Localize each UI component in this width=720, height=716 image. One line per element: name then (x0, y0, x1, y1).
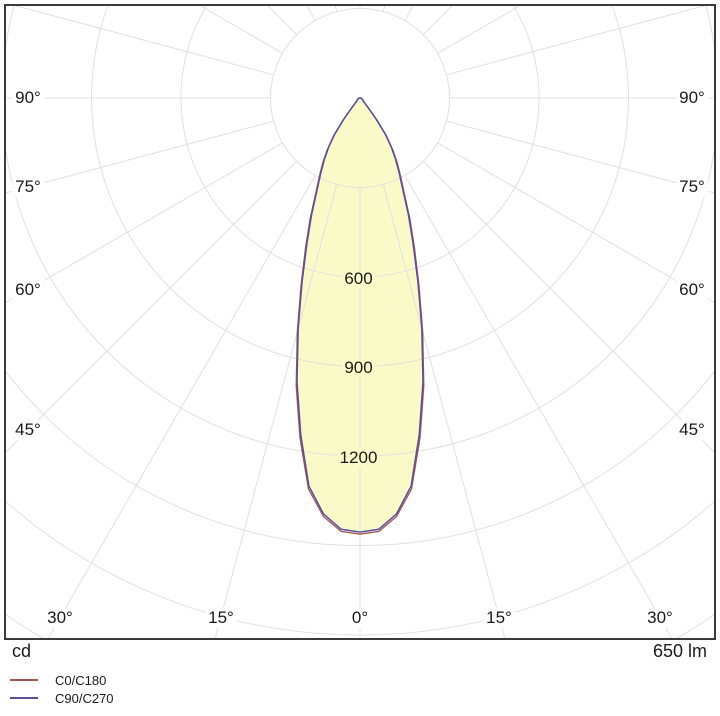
unit-label-cd: cd (12, 641, 32, 661)
legend-label-c90-c270: C90/C270 (55, 690, 114, 706)
luminous-flux-label: 650 lm (652, 641, 707, 661)
legend-line-c0-c180-icon (10, 679, 38, 681)
legend-item-c0-c180: C0/C180 (10, 671, 114, 689)
plot-border (4, 4, 716, 640)
legend-label-c0-c180: C0/C180 (55, 672, 107, 688)
legend: C0/C180 C90/C270 (10, 671, 114, 707)
curve-c90-c270 (296, 97, 424, 533)
legend-item-c90-c270: C90/C270 (10, 689, 114, 707)
legend-line-c90-c270-icon (10, 697, 38, 699)
